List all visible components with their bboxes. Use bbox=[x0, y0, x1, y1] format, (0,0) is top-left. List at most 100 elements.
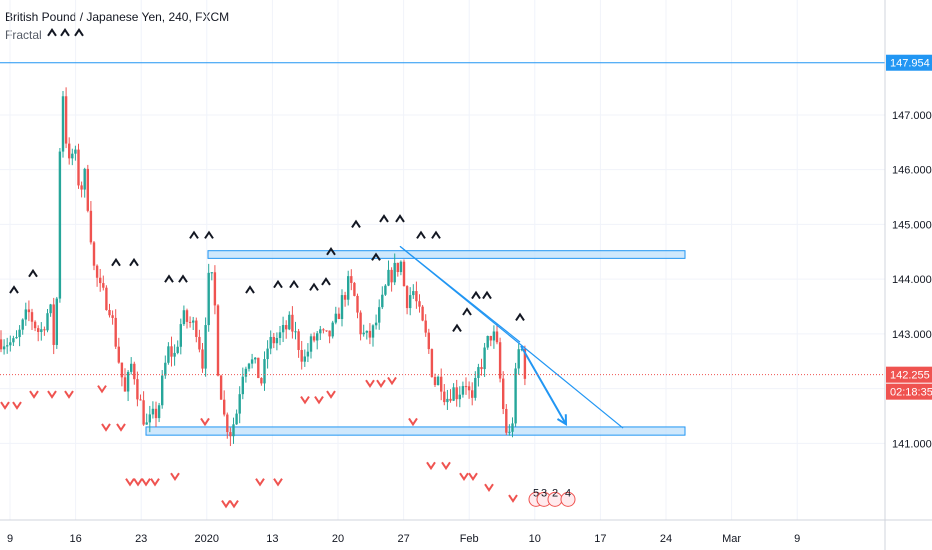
y-tick-label: 146.000 bbox=[892, 165, 932, 177]
fractal-up-marker bbox=[164, 274, 174, 283]
candle-body bbox=[192, 320, 195, 323]
fractal-up-marker bbox=[416, 230, 426, 239]
fractal-up-marker bbox=[111, 257, 121, 267]
candle-body bbox=[71, 153, 74, 159]
candle-body bbox=[126, 371, 130, 392]
candle-body bbox=[443, 391, 446, 403]
candle-body bbox=[12, 338, 15, 343]
candle-body bbox=[446, 398, 449, 403]
candle-body bbox=[393, 262, 396, 283]
candle-body bbox=[359, 312, 362, 335]
candle-body bbox=[418, 301, 421, 307]
candle-body bbox=[303, 356, 306, 362]
candle-body bbox=[374, 322, 378, 326]
x-tick-label: 9 bbox=[7, 533, 13, 545]
fractal-up-marker bbox=[245, 285, 255, 294]
fractal-down-marker bbox=[229, 500, 239, 509]
candle-body bbox=[145, 422, 148, 425]
candle-body bbox=[229, 432, 232, 437]
candle-body bbox=[421, 306, 424, 321]
candle-body bbox=[226, 414, 229, 433]
candle-body bbox=[316, 333, 319, 341]
candle-body bbox=[306, 351, 310, 357]
price-zones[interactable] bbox=[145, 250, 686, 436]
current-price-tag-text: 142.255 bbox=[890, 370, 930, 382]
fractal-up-marker bbox=[273, 279, 283, 289]
x-tick-label: 24 bbox=[660, 533, 672, 545]
fractal-up-marker bbox=[28, 268, 38, 278]
candle-body bbox=[40, 329, 43, 332]
candle-body bbox=[108, 309, 111, 316]
candle-body bbox=[257, 357, 260, 379]
candle-body bbox=[281, 325, 285, 333]
candle-body bbox=[390, 269, 393, 283]
fractal-down-marker bbox=[101, 423, 111, 432]
candle-body bbox=[350, 276, 353, 283]
candle-body bbox=[99, 277, 102, 284]
candle-body bbox=[365, 330, 368, 333]
x-tick-label: 13 bbox=[266, 533, 278, 545]
candle-body bbox=[427, 332, 430, 350]
candle-body bbox=[415, 291, 418, 302]
countdown-tag: 02:18:35 bbox=[886, 383, 932, 400]
candle-body bbox=[238, 394, 241, 414]
candle-body bbox=[294, 331, 297, 333]
candle-body bbox=[483, 347, 486, 370]
candle-body bbox=[102, 283, 105, 288]
candle-body bbox=[337, 313, 341, 319]
fractal-down-marker bbox=[170, 472, 180, 482]
countdown-tag-text: 02:18:35 bbox=[890, 387, 932, 399]
fractal-up-marker bbox=[515, 312, 525, 322]
candle-body bbox=[433, 376, 437, 386]
candle-body bbox=[285, 325, 288, 330]
candle-body bbox=[409, 295, 412, 309]
candle-body bbox=[68, 143, 71, 159]
candle-body bbox=[43, 329, 46, 331]
candle-body bbox=[455, 387, 458, 400]
fractal-up-marker bbox=[178, 274, 188, 283]
candle-body bbox=[6, 345, 9, 347]
fractal-down-marker bbox=[314, 396, 324, 405]
candle-body bbox=[402, 261, 406, 287]
candle-body bbox=[480, 367, 483, 370]
fractal-down-marker bbox=[255, 478, 265, 487]
candle-body bbox=[272, 336, 275, 344]
fractal-up-marker bbox=[395, 214, 405, 223]
fractal-up-marker bbox=[431, 230, 441, 239]
candle-body bbox=[216, 305, 220, 376]
candle-body bbox=[244, 368, 248, 377]
fractal-up-marker bbox=[204, 230, 214, 239]
candle-body bbox=[405, 286, 409, 309]
candle-body bbox=[399, 261, 403, 273]
candle-body bbox=[207, 272, 210, 326]
candle-body bbox=[489, 335, 492, 341]
y-tick-label: 147.000 bbox=[892, 110, 932, 122]
candle-body bbox=[46, 313, 49, 331]
candle-body bbox=[502, 378, 505, 409]
candle-body bbox=[52, 304, 55, 345]
projection-arrow-head bbox=[556, 414, 568, 427]
fractal-down-marker bbox=[125, 478, 135, 487]
candle-body bbox=[300, 349, 303, 362]
fractal-down-marker bbox=[97, 385, 107, 394]
fractal-up-marker bbox=[471, 290, 481, 300]
candle-body bbox=[269, 336, 272, 349]
trend-drawings[interactable] bbox=[0, 62, 885, 429]
fractal-down-marker bbox=[29, 390, 39, 399]
candle-body bbox=[498, 342, 502, 379]
candle-body bbox=[461, 386, 465, 395]
fractal-up-marker bbox=[452, 323, 462, 332]
candle-body bbox=[424, 320, 427, 333]
candle-body bbox=[362, 332, 365, 335]
current-price-tag: 142.255 bbox=[886, 366, 932, 383]
candle-body bbox=[266, 348, 269, 360]
event-marker-label: 4 bbox=[565, 487, 571, 499]
candle-body bbox=[275, 337, 279, 344]
candle-body bbox=[27, 309, 31, 313]
candle-body bbox=[495, 331, 499, 343]
candle-body bbox=[232, 424, 235, 437]
candle-body bbox=[340, 295, 344, 319]
